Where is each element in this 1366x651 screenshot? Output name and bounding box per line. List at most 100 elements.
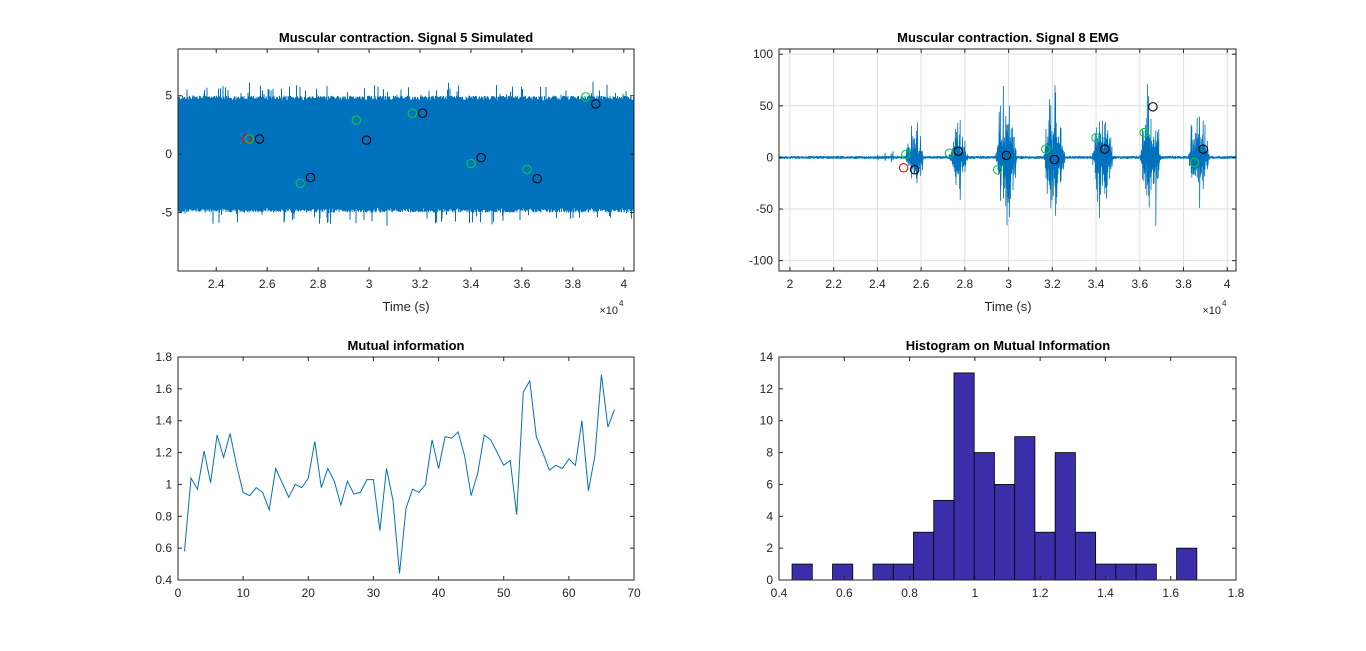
chart-title: Muscular contraction. Signal 5 Simulated	[279, 30, 533, 45]
plot-area	[178, 81, 634, 226]
y-tick-label: 1.4	[155, 414, 172, 428]
x-tick-label: 70	[627, 586, 641, 600]
x-tick-label: 2.6	[913, 277, 930, 291]
x-tick-label: 3.8	[565, 277, 582, 291]
signal-line	[178, 81, 634, 226]
marker-green	[1139, 127, 1149, 138]
x-tick-label: 3.6	[514, 277, 531, 291]
y-tick-label: 1.8	[155, 350, 172, 364]
x-tick-label: 60	[562, 586, 576, 600]
y-tick-label: 4	[766, 509, 773, 523]
x-exponent: 4	[619, 299, 624, 308]
y-tick-label: 100	[753, 47, 773, 61]
chart-panel-mi-histogram: Histogram on Mutual Information 0.4 0.6 0.…	[760, 338, 1245, 600]
marker-green	[244, 134, 255, 144]
marker-green	[580, 92, 591, 102]
marker-black	[1100, 144, 1110, 154]
chart-panel-emg-signal: Muscular contraction. Signal 8 EMG Time …	[749, 30, 1237, 317]
y-tick-label: 1.6	[155, 382, 172, 396]
plot-area	[791, 372, 1198, 580]
x-tick-label: 30	[367, 586, 381, 600]
chart-title: Histogram on Mutual Information	[906, 338, 1110, 353]
y-tick-label: 0	[165, 147, 172, 161]
marker-green	[1189, 157, 1200, 168]
marker-black	[1001, 150, 1012, 161]
emg-signal-line	[779, 84, 1236, 227]
marker-green	[295, 178, 306, 189]
marker-green	[1041, 144, 1051, 154]
axes-box	[778, 356, 1237, 581]
axis-ticks: 2 2.2 2.4 2.6 2.8 3 3.2 3.4 3.6 3.8 4 -100 -50 0 50 100	[749, 47, 1236, 291]
x-tick-label: 3.4	[463, 277, 480, 291]
y-tick-label: 12	[760, 382, 774, 396]
x-tick-label: 3	[1005, 277, 1012, 291]
marker-black	[361, 135, 372, 145]
y-tick-label: 0.4	[155, 573, 172, 587]
x-tick-label: 10	[236, 586, 250, 600]
marker-black	[417, 108, 428, 119]
x-tick-label: 2	[787, 277, 794, 291]
axes-box	[177, 48, 635, 272]
marker-black	[254, 134, 265, 144]
plot-area	[184, 374, 615, 574]
x-tick-label: 3.6	[1131, 277, 1148, 291]
x-tick-label: 3.2	[1044, 277, 1061, 291]
x-tick-label: 0	[175, 586, 182, 600]
axis-ticks: 2.4 2.6 2.8 3 3.2 3.4 3.6 3.8 4 -5 0 5	[161, 49, 634, 291]
histogram-bar	[973, 452, 995, 580]
marker-black	[1148, 102, 1158, 112]
x-tick-label: 3.4	[1088, 277, 1105, 291]
histogram-bar	[832, 563, 854, 580]
x-tick-label: 50	[497, 586, 511, 600]
y-tick-label: 50	[760, 99, 774, 113]
x-axis-label: Time (s)	[984, 299, 1031, 314]
x-tick-label: 1.8	[1228, 586, 1245, 600]
x-tick-label: 1.4	[1097, 586, 1114, 600]
x-tick-label: 2.4	[869, 277, 886, 291]
x-tick-label: 3.2	[412, 277, 429, 291]
y-tick-label: -5	[161, 206, 172, 220]
histogram-bar	[933, 499, 955, 580]
x-tick-label: 1.6	[1162, 586, 1179, 600]
histogram-bars	[791, 372, 1198, 580]
x-tick-label: 20	[302, 586, 316, 600]
x-tick-label: 3.8	[1175, 277, 1192, 291]
axes-box	[778, 48, 1237, 272]
marker-green	[944, 148, 955, 159]
x-tick-label: 2.6	[259, 277, 276, 291]
x-exponent: 4	[1222, 299, 1227, 308]
x-tick-label: 4	[1224, 277, 1231, 291]
marker-black	[305, 172, 316, 183]
histogram-bar	[892, 563, 914, 580]
axes-box	[177, 356, 635, 581]
chart-title: Muscular contraction. Signal 8 EMG	[897, 30, 1119, 45]
marker-red	[242, 134, 252, 144]
x-tick-label: 0.8	[901, 586, 918, 600]
marker-black	[953, 146, 964, 156]
y-tick-label: 10	[760, 414, 774, 428]
y-tick-label: 14	[760, 350, 774, 364]
onset-markers	[242, 92, 601, 189]
marker-black	[476, 152, 486, 163]
x-tick-label: 4	[620, 277, 627, 291]
y-tick-label: 2	[766, 541, 773, 555]
x-exponent-label: ×10	[599, 305, 618, 317]
marker-green	[351, 115, 362, 126]
x-tick-label: 0.6	[836, 586, 853, 600]
chart-panel-simulated-signal: Muscular contraction. Signal 5 Simulated…	[161, 30, 635, 317]
marker-green	[901, 149, 911, 160]
histogram-bar	[913, 531, 935, 580]
y-tick-label: 1.2	[155, 446, 172, 460]
x-tick-label: 40	[432, 586, 446, 600]
marker-black	[909, 165, 920, 175]
histogram-bar	[953, 372, 975, 580]
histogram-bar	[1176, 547, 1198, 580]
x-tick-label: 3	[366, 277, 373, 291]
y-tick-label: 0.8	[155, 509, 172, 523]
marker-green	[522, 164, 532, 175]
y-tick-label: 6	[766, 477, 773, 491]
histogram-bar	[791, 563, 813, 580]
y-tick-label: 0	[766, 573, 773, 587]
mutual-information-line	[184, 374, 615, 574]
